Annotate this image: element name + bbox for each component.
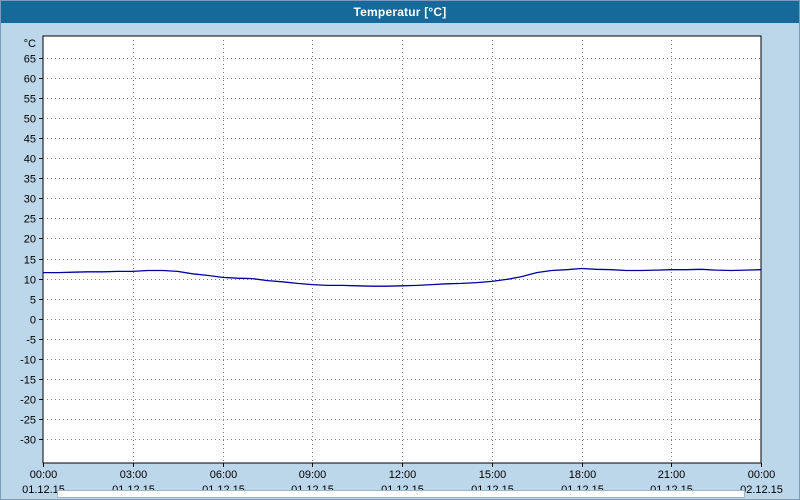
temperature-series-line xyxy=(42,267,762,287)
y-tick-label: -15 xyxy=(20,375,36,387)
chart-title-bar: Temperatur [°C] xyxy=(1,1,799,23)
y-tick-label: -30 xyxy=(20,435,36,447)
chart-title: Temperatur [°C] xyxy=(353,5,447,19)
x-tick-time-label: 03:00 xyxy=(120,469,148,481)
y-tick-label: 45 xyxy=(24,134,36,146)
y-tick-label: 30 xyxy=(24,194,36,206)
horizontal-scrollbar[interactable] xyxy=(57,490,745,498)
y-tick-label: 10 xyxy=(24,275,36,287)
y-tick-label: 65 xyxy=(24,54,36,66)
y-tick-label: 40 xyxy=(24,154,36,166)
horizontal-scrollbar-thumb[interactable] xyxy=(58,491,744,497)
x-tick-time-label: 06:00 xyxy=(210,469,238,481)
x-tick-time-label: 21:00 xyxy=(658,469,686,481)
y-tick-label: 35 xyxy=(24,174,36,186)
x-tick-time-label: 18:00 xyxy=(569,469,597,481)
temperature-chart[interactable]: 65605550454035302520151050-5-10-15-20-25… xyxy=(1,23,800,500)
y-tick-label: 15 xyxy=(24,255,36,267)
y-tick-label: 25 xyxy=(24,214,36,226)
y-tick-label: -5 xyxy=(26,335,36,347)
y-tick-label: 60 xyxy=(24,74,36,86)
y-axis-unit-label: °C xyxy=(24,38,36,50)
x-tick-time-label: 09:00 xyxy=(299,469,327,481)
y-tick-label: -10 xyxy=(20,355,36,367)
x-tick-time-label: 00:00 xyxy=(30,469,58,481)
y-tick-label: 50 xyxy=(24,114,36,126)
plot-area[interactable] xyxy=(42,35,762,464)
x-tick-time-label: 00:00 xyxy=(748,469,776,481)
y-tick-label: -20 xyxy=(20,395,36,407)
x-tick-time-label: 12:00 xyxy=(389,469,417,481)
x-tick-date-label: 01.12.15 xyxy=(22,484,65,496)
y-tick-label: -25 xyxy=(20,415,36,427)
y-tick-label: 55 xyxy=(24,94,36,106)
x-tick-time-label: 15:00 xyxy=(479,469,507,481)
y-tick-label: 0 xyxy=(30,315,36,327)
y-tick-label: 20 xyxy=(24,234,36,246)
y-tick-label: 5 xyxy=(30,295,36,307)
x-tick-date-label: 02.12.15 xyxy=(740,484,783,496)
